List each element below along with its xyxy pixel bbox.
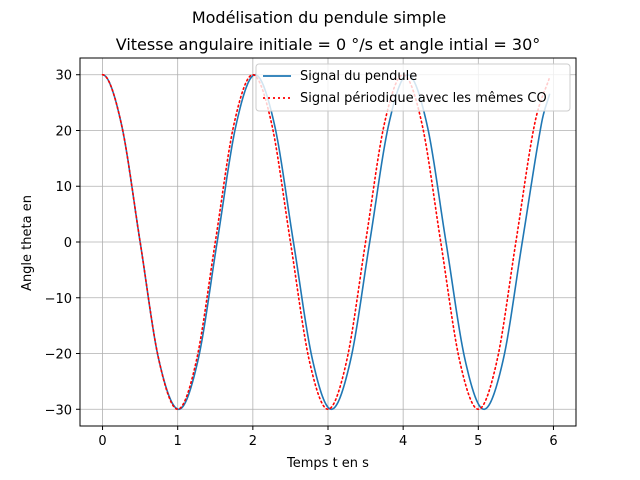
chart-title: Vitesse angulaire initiale = 0 °/s et an… [116, 35, 541, 54]
y-tick-label: 0 [64, 236, 72, 251]
y-tick-label: 10 [55, 180, 72, 195]
grid [80, 58, 576, 426]
y-tick-label: −10 [45, 292, 72, 307]
x-tick-label: 5 [474, 434, 482, 449]
y-tick-label: −30 [45, 403, 72, 418]
legend-label-pendulum: Signal du pendule [300, 69, 417, 84]
y-axis-label: Angle theta en [20, 195, 35, 291]
x-axis-label: Temps t en s [286, 456, 369, 471]
series-line-periodic [101, 73, 551, 411]
x-tick-label: 1 [174, 434, 182, 449]
y-tick-label: 30 [55, 69, 72, 84]
legend-label-periodic: Signal périodique avec les mêmes CO [300, 91, 547, 106]
series-layer [101, 73, 551, 411]
x-tick-label: 6 [549, 434, 557, 449]
series-line-pendulum [102, 73, 551, 411]
x-tick-label: 4 [399, 434, 407, 449]
x-tick-label: 2 [249, 434, 257, 449]
chart-suptitle: Modélisation du pendule simple [192, 8, 446, 27]
y-tick-label: −20 [45, 348, 72, 363]
legend-box [255, 63, 571, 112]
ticks: 0 1 2 3 4 5 6 −30 −20 −10 0 10 20 30 [45, 69, 558, 449]
y-tick-label: 20 [55, 124, 72, 139]
x-tick-label: 0 [98, 434, 106, 449]
x-tick-label: 3 [324, 434, 332, 449]
legend: Signal du pendule Signal périodique avec… [255, 63, 571, 112]
